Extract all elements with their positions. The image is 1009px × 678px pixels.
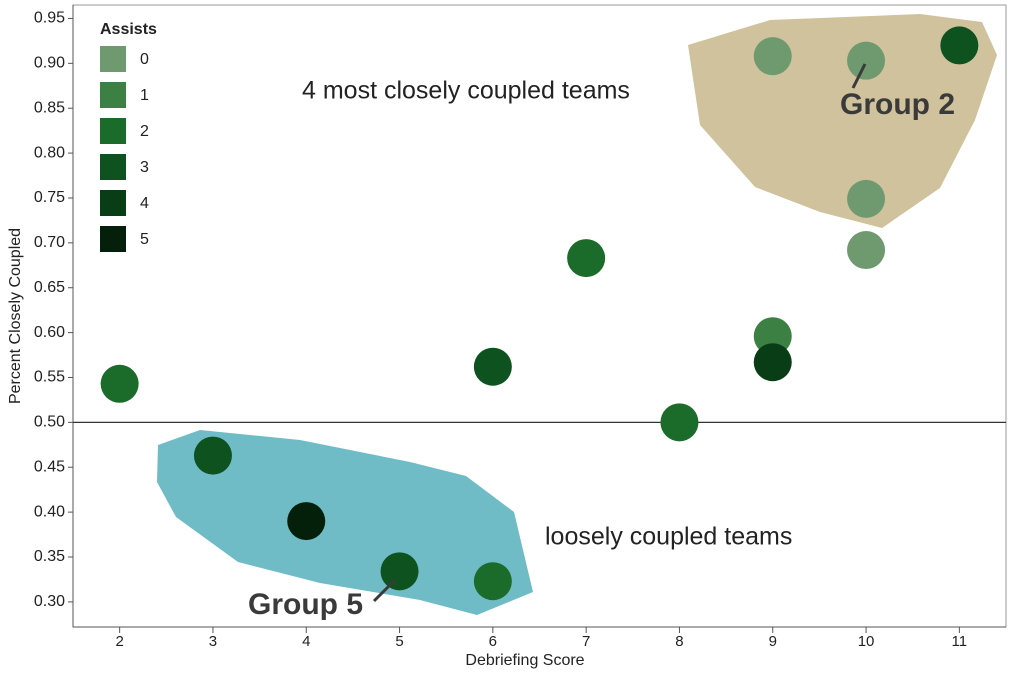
x-tick-label: 2 [115, 633, 123, 650]
point [847, 231, 886, 270]
y-tick-label: 0.55 [34, 369, 65, 386]
point [100, 364, 139, 403]
x-tick-label: 9 [769, 633, 777, 650]
x-tick-label: 11 [952, 633, 968, 650]
legend-swatch [100, 46, 126, 72]
y-tick-label: 0.60 [34, 324, 65, 341]
annotation: Group 2 [840, 88, 955, 121]
point [287, 502, 326, 541]
y-tick-label: 0.50 [34, 414, 65, 431]
legend-label: 3 [140, 159, 149, 176]
legend-title: Assists [100, 21, 157, 38]
x-axis-label: Debriefing Score [465, 652, 584, 669]
annotation: loosely coupled teams [545, 523, 792, 551]
x-tick-label: 6 [489, 633, 497, 650]
x-tick-label: 8 [675, 633, 683, 650]
y-tick-label: 0.30 [34, 593, 65, 610]
group-region [157, 430, 533, 615]
y-tick-label: 0.75 [34, 189, 65, 206]
y-axis-label: Percent Closely Coupled [7, 228, 24, 404]
x-tick-label: 10 [858, 633, 875, 650]
annotation: 4 most closely coupled teams [302, 77, 630, 105]
legend-swatch [100, 226, 126, 252]
legend-label: 4 [140, 195, 149, 212]
y-tick-label: 0.65 [34, 279, 65, 296]
y-tick-label: 0.80 [34, 144, 65, 161]
x-tick-label: 7 [582, 633, 590, 650]
point [753, 343, 792, 382]
legend-swatch [100, 118, 126, 144]
point [753, 37, 792, 76]
point [473, 347, 512, 386]
x-tick-label: 3 [209, 633, 217, 650]
legend-label: 0 [140, 51, 149, 68]
y-tick-label: 0.45 [34, 458, 65, 475]
x-tick-label: 4 [302, 633, 310, 650]
y-tick-label: 0.85 [34, 99, 65, 116]
point [940, 26, 979, 65]
y-tick-label: 0.35 [34, 548, 65, 565]
legend-swatch [100, 190, 126, 216]
point [193, 436, 232, 475]
legend-label: 1 [140, 87, 149, 104]
legend-label: 2 [140, 123, 149, 140]
leader-line [372, 578, 397, 603]
annotation: Group 5 [248, 588, 363, 621]
y-tick-label: 0.95 [34, 10, 65, 27]
y-tick-label: 0.90 [34, 55, 65, 72]
point [473, 562, 512, 601]
point [567, 239, 606, 278]
legend-swatch [100, 82, 126, 108]
point [660, 403, 699, 442]
point [753, 317, 792, 356]
point [847, 41, 886, 80]
legend-label: 5 [140, 231, 149, 248]
leader-line [851, 63, 867, 89]
point [847, 179, 886, 218]
legend-swatch [100, 154, 126, 180]
y-tick-label: 0.40 [34, 503, 65, 520]
y-tick-label: 0.70 [34, 234, 65, 251]
point [380, 552, 419, 591]
x-tick-label: 5 [395, 633, 403, 650]
